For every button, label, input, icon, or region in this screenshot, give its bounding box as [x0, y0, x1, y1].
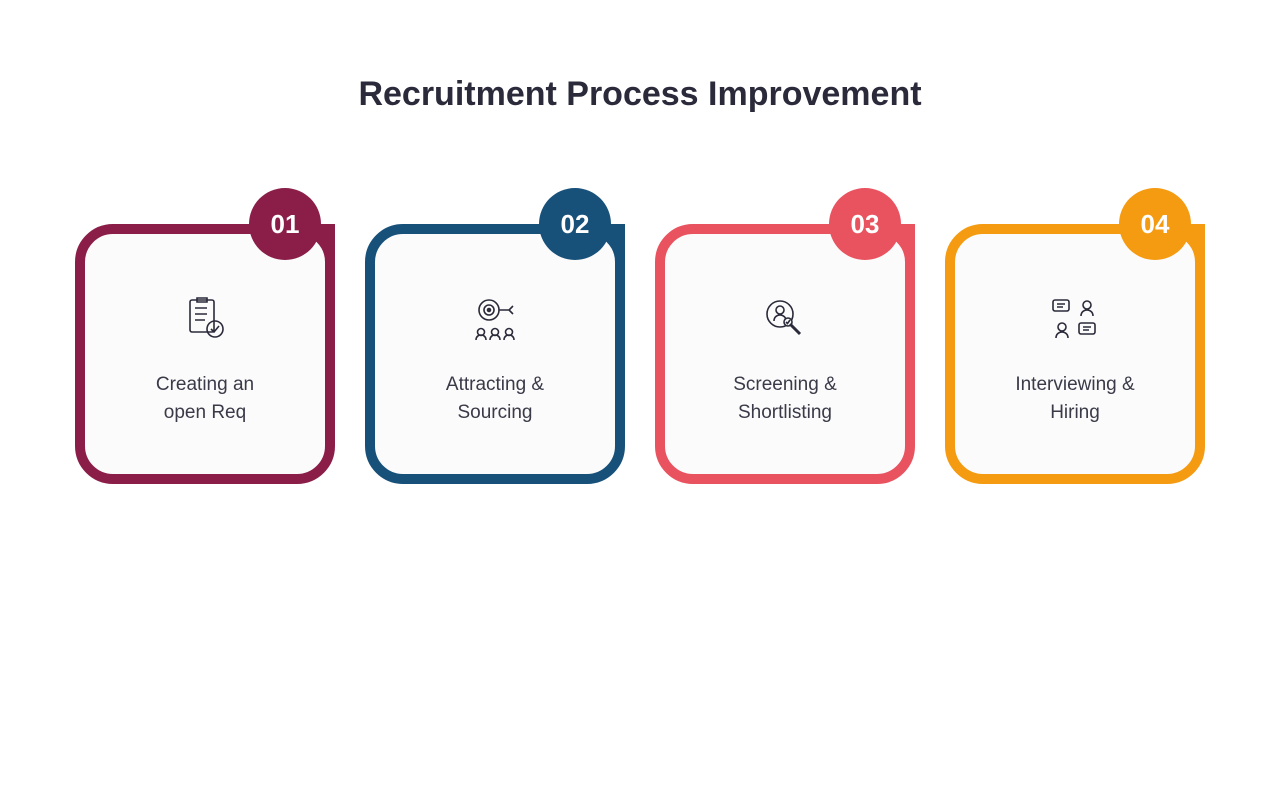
- step-label-3: Screening &Shortlisting: [733, 371, 837, 426]
- step-card-4: 04 Interviewing &Hiring: [945, 224, 1205, 484]
- step-number-4: 04: [1141, 209, 1170, 240]
- step-label-2: Attracting &Sourcing: [446, 371, 544, 426]
- card-box-1: Creating anopen Req: [75, 224, 335, 484]
- step-label-1: Creating anopen Req: [156, 371, 254, 426]
- target-people-icon: [467, 291, 523, 347]
- card-box-2: Attracting &Sourcing: [365, 224, 625, 484]
- clipboard-check-icon: [177, 291, 233, 347]
- step-card-3: 03 Screening &Shortlisting: [655, 224, 915, 484]
- steps-container: 01 Creating anopen Req 02: [0, 224, 1280, 484]
- step-card-1: 01 Creating anopen Req: [75, 224, 335, 484]
- card-box-3: Screening &Shortlisting: [655, 224, 915, 484]
- step-card-2: 02 Attracting &Sourcing: [365, 224, 625, 484]
- step-badge-3: 03: [829, 188, 901, 260]
- card-box-4: Interviewing &Hiring: [945, 224, 1205, 484]
- step-badge-4: 04: [1119, 188, 1191, 260]
- interview-people-icon: [1047, 291, 1103, 347]
- step-number-1: 01: [271, 209, 300, 240]
- step-label-4: Interviewing &Hiring: [1015, 371, 1134, 426]
- step-badge-1: 01: [249, 188, 321, 260]
- step-badge-2: 02: [539, 188, 611, 260]
- step-number-2: 02: [561, 209, 590, 240]
- magnify-person-icon: [757, 291, 813, 347]
- page-title: Recruitment Process Improvement: [0, 75, 1280, 114]
- step-number-3: 03: [851, 209, 880, 240]
